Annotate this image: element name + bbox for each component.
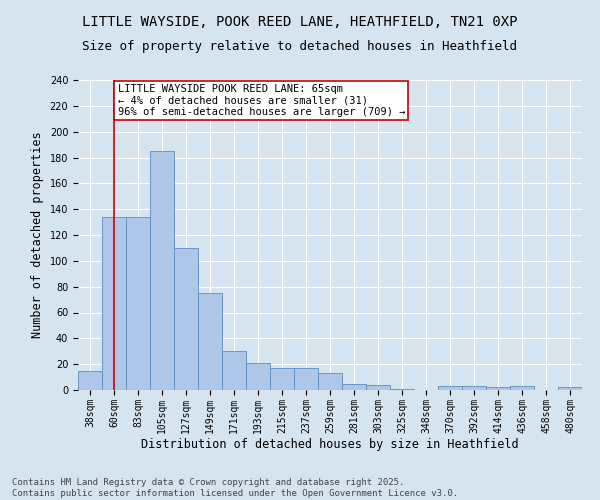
Bar: [174, 248, 198, 390]
Bar: [390, 388, 414, 390]
X-axis label: Distribution of detached houses by size in Heathfield: Distribution of detached houses by size …: [141, 438, 519, 452]
Bar: [342, 384, 366, 390]
Bar: [486, 388, 510, 390]
Bar: [318, 373, 342, 390]
Text: Size of property relative to detached houses in Heathfield: Size of property relative to detached ho…: [83, 40, 517, 53]
Bar: [510, 386, 534, 390]
Bar: [102, 217, 126, 390]
Bar: [270, 368, 294, 390]
Bar: [462, 386, 486, 390]
Bar: [222, 351, 246, 390]
Bar: [198, 293, 222, 390]
Bar: [294, 368, 318, 390]
Text: LITTLE WAYSIDE POOK REED LANE: 65sqm
← 4% of detached houses are smaller (31)
96: LITTLE WAYSIDE POOK REED LANE: 65sqm ← 4…: [118, 84, 405, 117]
Bar: [558, 388, 582, 390]
Y-axis label: Number of detached properties: Number of detached properties: [31, 132, 44, 338]
Bar: [150, 151, 174, 390]
Text: Contains HM Land Registry data © Crown copyright and database right 2025.
Contai: Contains HM Land Registry data © Crown c…: [12, 478, 458, 498]
Bar: [126, 217, 150, 390]
Bar: [366, 385, 390, 390]
Bar: [246, 363, 270, 390]
Text: LITTLE WAYSIDE, POOK REED LANE, HEATHFIELD, TN21 0XP: LITTLE WAYSIDE, POOK REED LANE, HEATHFIE…: [82, 15, 518, 29]
Bar: [78, 370, 102, 390]
Bar: [438, 386, 462, 390]
